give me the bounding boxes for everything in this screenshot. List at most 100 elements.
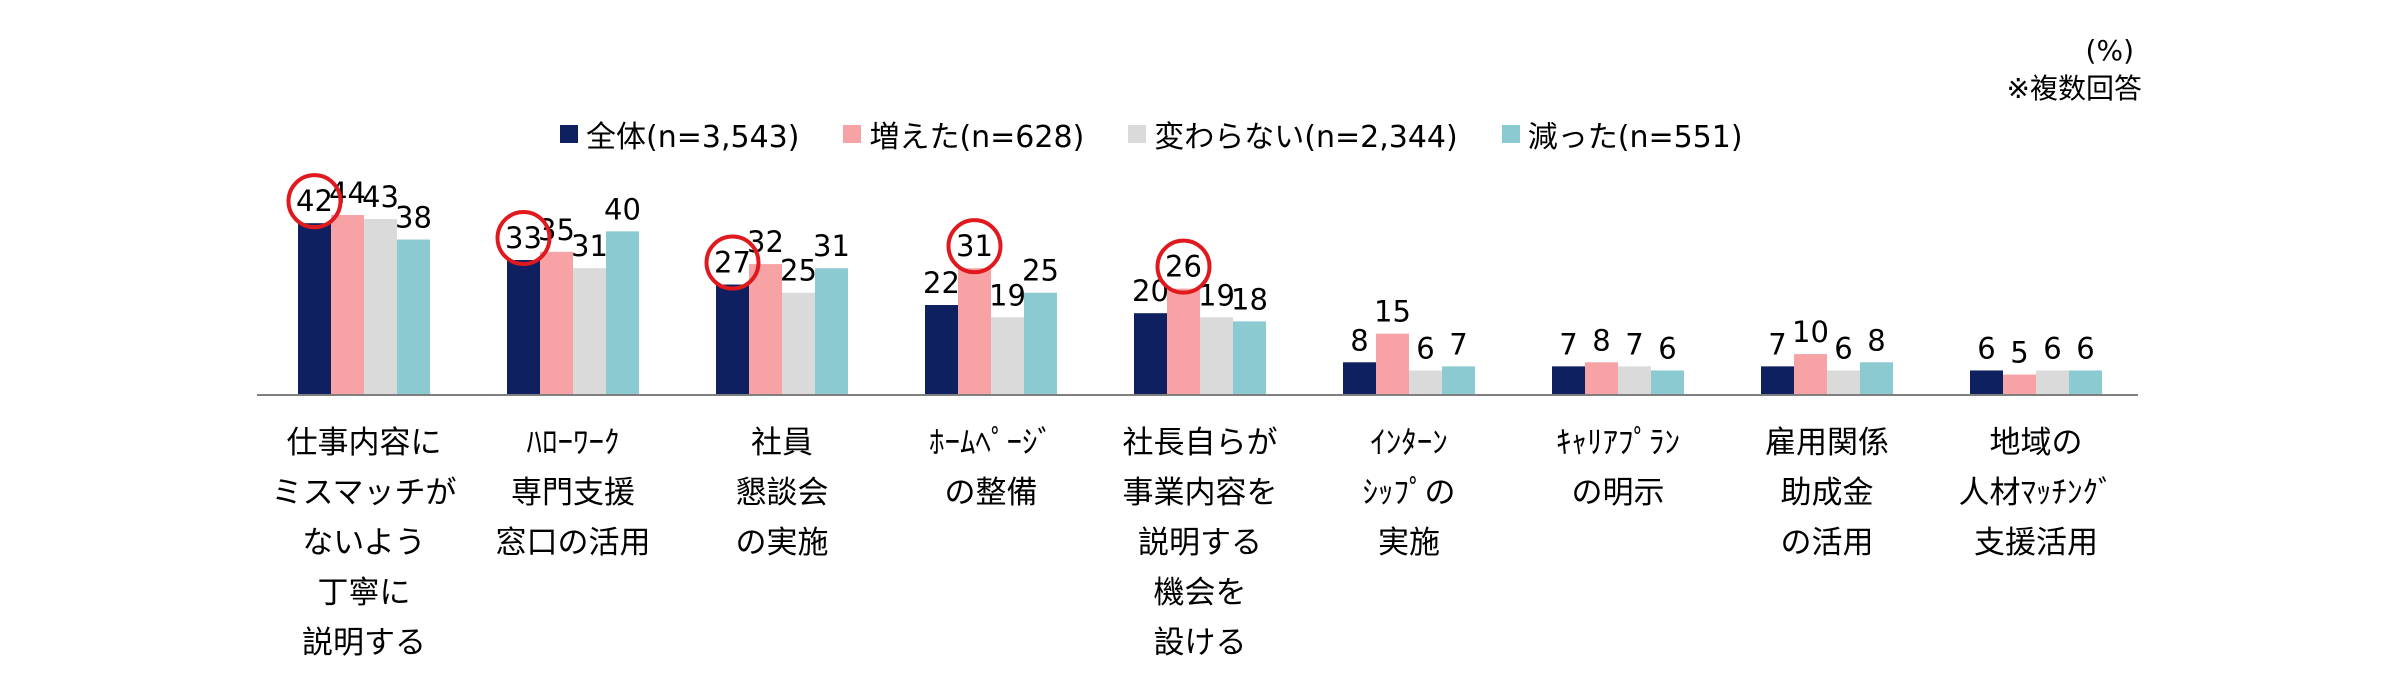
bar-value-label-3-3: 25	[1022, 254, 1059, 288]
bar-value-label-0-3: 38	[395, 201, 432, 235]
bar-value-label-4-0: 20	[1132, 274, 1169, 308]
bar-value-label-1-3: 40	[604, 192, 641, 226]
category-label-1: ﾊﾛｰﾜｰｸ 専門支援 窓口の活用	[495, 425, 651, 561]
bar-1-0	[507, 260, 540, 395]
bar-value-label-8-1: 5	[2010, 336, 2028, 370]
bar-2-1	[749, 264, 782, 395]
bar-value-label-7-1: 10	[1792, 315, 1829, 349]
highlight-circle-0	[286, 173, 343, 230]
bar-8-1	[2003, 374, 2036, 395]
bar-value-label-6-0: 7	[1559, 327, 1577, 361]
bar-5-2	[1409, 370, 1442, 395]
bar-8-2	[2036, 370, 2069, 395]
category-label-5: ｲﾝﾀｰﾝ ｼｯﾌﾟの 実施	[1362, 425, 1456, 561]
bar-value-label-4-3: 18	[1231, 282, 1268, 316]
bar-value-label-2-3: 31	[813, 229, 850, 263]
bar-4-3	[1233, 321, 1266, 395]
bar-value-label-7-3: 8	[1867, 323, 1885, 357]
legend-swatch-increased	[843, 125, 862, 143]
bar-value-label-1-2: 31	[571, 229, 608, 263]
bar-0-3	[397, 239, 430, 395]
bar-value-label-8-2: 6	[2043, 331, 2061, 365]
bar-value-label-7-0: 7	[1768, 327, 1786, 361]
category-label-8: 地域の 人材ﾏｯﾁﾝｸﾞ 支援活用	[1958, 425, 2114, 561]
bar-7-0	[1761, 366, 1794, 395]
bar-value-label-6-3: 6	[1658, 331, 1676, 365]
category-label-6: ｷｬﾘｱﾌﾟﾗﾝ の明示	[1556, 425, 1680, 511]
bar-value-label-5-2: 6	[1416, 331, 1434, 365]
category-label-4: 社長自らが 事業内容を 説明する 機会を 設ける	[1122, 425, 1278, 661]
bar-3-1	[958, 268, 991, 395]
bar-6-3	[1651, 370, 1684, 395]
legend-item-unchanged: 変わらない(n=2,344)	[1128, 112, 1458, 156]
bar-5-1	[1376, 333, 1409, 395]
legend-label-decreased: 減った(n=551)	[1527, 120, 1743, 155]
category-label-3: ﾎｰﾑﾍﾟｰｼﾞ の整備	[929, 425, 1053, 511]
bar-6-0	[1552, 366, 1585, 395]
bar-value-label-2-1: 32	[747, 225, 784, 259]
bar-value-label-4-1: 26	[1165, 250, 1202, 284]
bar-5-3	[1442, 366, 1475, 395]
bar-value-label-3-0: 22	[923, 266, 960, 300]
legend-item-increased: 増えた(n=628)	[843, 112, 1084, 156]
bar-4-0	[1134, 313, 1167, 395]
bar-0-2	[364, 219, 397, 395]
bar-value-label-7-2: 6	[1834, 331, 1852, 365]
bar-value-label-6-2: 7	[1625, 327, 1643, 361]
bar-5-0	[1343, 362, 1376, 395]
bar-value-label-5-0: 8	[1350, 323, 1368, 357]
bar-6-2	[1618, 366, 1651, 395]
legend-label-increased: 増えた(n=628)	[869, 120, 1085, 155]
highlight-circle-3	[946, 218, 1003, 275]
bar-0-1	[331, 215, 364, 395]
bar-value-label-2-2: 25	[780, 254, 817, 288]
bar-value-label-2-0: 27	[714, 246, 751, 280]
bar-1-2	[573, 268, 606, 395]
legend-swatch-decreased	[1501, 125, 1520, 143]
legend-swatch-all	[560, 125, 578, 143]
bar-value-label-0-2: 43	[362, 180, 399, 214]
bar-value-label-8-0: 6	[1977, 331, 1995, 365]
legend-label-unchanged: 変わらない(n=2,344)	[1154, 120, 1458, 155]
bar-1-1	[540, 251, 573, 395]
legend-item-all: 全体(n=3,543)	[560, 112, 799, 156]
bar-value-label-6-1: 8	[1592, 323, 1610, 357]
category-label-7: 雇用関係 助成金 の活用	[1765, 425, 1889, 561]
bar-2-0	[716, 284, 749, 395]
bar-3-3	[1024, 292, 1057, 395]
bar-value-label-5-1: 15	[1374, 295, 1411, 329]
bar-value-label-5-3: 7	[1449, 327, 1467, 361]
bar-0-0	[298, 223, 331, 395]
bar-6-1	[1585, 362, 1618, 395]
bar-value-label-1-1: 35	[538, 213, 575, 247]
highlight-circle-2	[704, 234, 761, 291]
multiple-answer-note: ※複数回答	[2006, 72, 2142, 105]
bar-8-3	[2069, 370, 2102, 395]
category-label-0: 仕事内容に ミスマッチが ないよう 丁寧に 説明する	[271, 425, 457, 661]
bar-8-0	[1970, 370, 2003, 395]
bar-4-1	[1167, 288, 1200, 395]
legend-swatch-unchanged	[1128, 125, 1147, 143]
bar-2-2	[782, 292, 815, 395]
bar-value-label-3-1: 31	[956, 229, 993, 263]
bar-value-label-1-0: 33	[505, 221, 542, 255]
unit-note: (%)	[2085, 34, 2134, 67]
bar-2-3	[815, 268, 848, 395]
bar-value-label-8-3: 6	[2076, 331, 2094, 365]
bar-3-2	[991, 317, 1024, 395]
legend-label-all: 全体(n=3,543)	[586, 120, 800, 155]
bar-value-label-0-1: 44	[329, 176, 366, 210]
highlight-circle-4	[1155, 238, 1212, 295]
highlight-circle-1	[495, 210, 552, 266]
bar-7-2	[1827, 370, 1860, 395]
bar-7-3	[1860, 362, 1893, 395]
bar-value-label-3-2: 19	[989, 278, 1026, 312]
bar-3-0	[925, 305, 958, 395]
category-label-2: 社員 懇談会 の実施	[735, 425, 829, 561]
bar-4-2	[1200, 317, 1233, 395]
bar-value-label-0-0: 42	[296, 184, 333, 218]
legend-item-decreased: 減った(n=551)	[1501, 112, 1743, 156]
legend: 全体(n=3,543) 増えた(n=628) 変わらない(n=2,344) 減っ…	[560, 112, 1787, 156]
bar-1-3	[606, 231, 639, 395]
